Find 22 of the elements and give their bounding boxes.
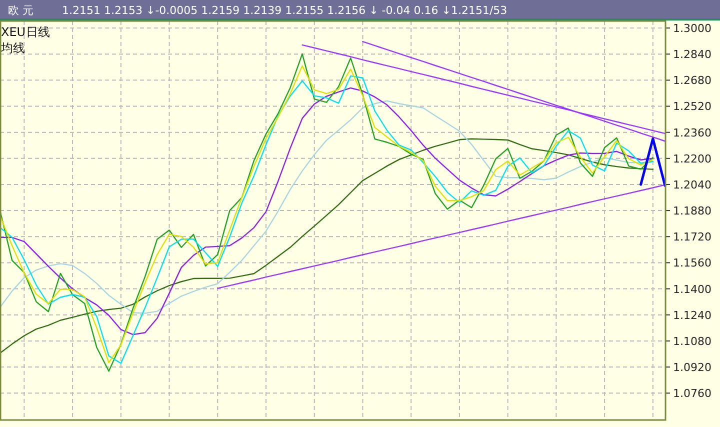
- y-tick-label: 1.0920: [673, 361, 712, 374]
- y-tick-label: 1.1880: [673, 204, 712, 218]
- annotation: 日线: [26, 25, 50, 39]
- y-tick-label: 1.1400: [673, 282, 712, 296]
- line-series: [0, 138, 654, 354]
- annotation: XEU: [1, 25, 26, 39]
- chart-subtitle: 1.2151 1.2153 ↓-0.0005 1.2159 1.2139 1.2155 1.2156 ↓ -0.04 0.16 ↓1.2151/53: [62, 4, 508, 17]
- chart-title: 欧 元: [8, 4, 34, 17]
- line-series: [217, 184, 666, 289]
- y-tick-label: 1.0760: [673, 387, 712, 400]
- y-tick-label: 1.2200: [673, 152, 712, 166]
- y-tick-label: 1.2680: [673, 74, 712, 88]
- y-tick-label: 1.1240: [673, 308, 712, 322]
- y-tick-label: 1.1720: [673, 230, 712, 244]
- y-tick-label: 1.2040: [673, 178, 712, 192]
- y-tick-label: 1.1080: [673, 334, 712, 348]
- y-tick-label: 1.2520: [673, 100, 712, 114]
- y-tick-label: 1.3000: [673, 22, 712, 36]
- annotation: 均线: [0, 41, 25, 55]
- y-tick-label: 1.2840: [673, 48, 712, 62]
- y-tick-label: 1.2360: [673, 126, 712, 140]
- y-tick-label: 1.1560: [673, 256, 712, 270]
